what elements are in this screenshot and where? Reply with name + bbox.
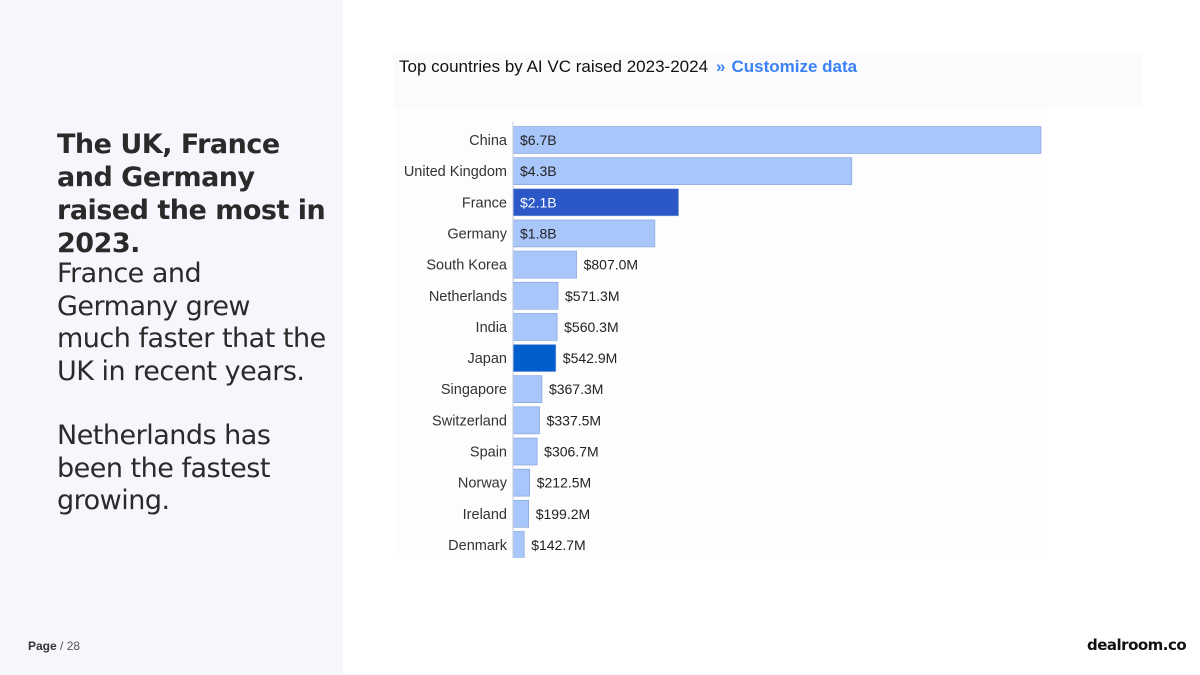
bar-denmark[interactable]: [512, 531, 525, 558]
value-label-ireland: $199.2M: [536, 506, 590, 522]
paragraph-netherlands: Netherlands has been the fastest growing…: [57, 420, 271, 516]
chart-area: China $6.7B United Kingdom $4.3B France $2.1B…: [397, 108, 1042, 558]
category-label-south-korea: South Korea: [426, 258, 508, 274]
bar-japan[interactable]: [512, 344, 557, 372]
chart-header: [393, 52, 1143, 108]
category-label-switzerland: Switzerland: [432, 413, 507, 429]
bar-netherlands[interactable]: [512, 281, 559, 310]
paragraph-growth: France and Germany grew much faster that…: [57, 258, 326, 387]
value-label-japan: $542.9M: [563, 350, 617, 366]
value-label-germany: $1.8B: [520, 225, 557, 241]
bar-france[interactable]: [512, 188, 679, 217]
chevron-right-icon: »: [716, 57, 726, 76]
left-panel: [0, 0, 343, 675]
category-label-denmark: Denmark: [448, 538, 508, 554]
chart-title-row: Top countries by AI VC raised 2023-2024 »…: [399, 57, 857, 77]
value-label-south-korea: $807.0M: [584, 257, 638, 273]
category-label-singapore: Singapore: [441, 382, 507, 398]
value-label-singapore: $367.3M: [549, 381, 603, 397]
value-label-united-kingdom: $4.3B: [520, 163, 557, 179]
page-indicator: Page / 28: [28, 639, 80, 653]
bar-singapore[interactable]: [512, 375, 543, 404]
category-label-ireland: Ireland: [463, 507, 507, 523]
value-label-india: $560.3M: [564, 319, 618, 335]
category-label-india: India: [476, 320, 508, 336]
category-label-united-kingdom: United Kingdom: [404, 164, 507, 180]
category-label-spain: Spain: [470, 445, 507, 461]
category-label-netherlands: Netherlands: [429, 289, 507, 305]
bar-ireland[interactable]: [512, 499, 529, 528]
bar-switzerland[interactable]: [512, 406, 540, 435]
bar-norway[interactable]: [512, 468, 531, 497]
category-label-france: France: [462, 195, 507, 211]
category-label-germany: Germany: [447, 226, 507, 242]
bar-south-korea[interactable]: [512, 250, 577, 279]
bar-china[interactable]: [512, 126, 1042, 154]
page-label: Page: [28, 639, 57, 653]
chart-title: Top countries by AI VC raised 2023-2024: [399, 57, 709, 76]
bar-spain[interactable]: [512, 437, 538, 466]
value-label-norway: $212.5M: [537, 475, 591, 491]
dealroom-logo: dealroom.co: [1087, 636, 1187, 654]
value-label-france: $2.1B: [520, 194, 557, 210]
value-label-spain: $306.7M: [544, 444, 598, 460]
value-label-china: $6.7B: [520, 132, 557, 148]
bar-united-kingdom[interactable]: [512, 157, 853, 185]
headline: The UK, France and Germany raised the mo…: [57, 129, 326, 259]
customize-data-link[interactable]: Customize data: [731, 57, 858, 76]
value-label-switzerland: $337.5M: [547, 412, 601, 428]
bar-india[interactable]: [512, 313, 558, 341]
value-label-netherlands: $571.3M: [565, 288, 619, 304]
category-label-japan: Japan: [467, 351, 507, 367]
page-number: / 28: [60, 639, 81, 653]
category-label-china: China: [469, 133, 508, 149]
value-label-denmark: $142.7M: [531, 537, 585, 553]
bar-chart: China $6.7B United Kingdom $4.3B France $2.1B…: [404, 122, 1042, 558]
category-label-norway: Norway: [458, 476, 508, 492]
